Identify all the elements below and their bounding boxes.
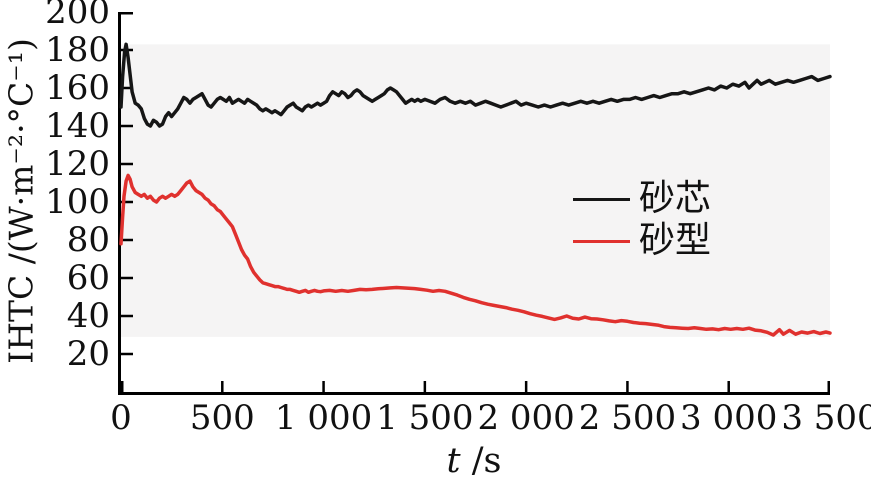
y-tick-label: 180 <box>45 30 110 70</box>
legend-line-icon <box>573 197 630 201</box>
series-line-0 <box>119 42 832 128</box>
y-tick-label: 80 <box>66 220 110 260</box>
x-axis-title: t /s <box>447 441 502 481</box>
x-axis-title-variable: t <box>446 441 461 481</box>
x-tick-label: 500 <box>189 398 255 438</box>
legend-label: 砂型 <box>639 220 712 261</box>
y-tick-label: 20 <box>66 334 110 374</box>
plot-background-band <box>121 44 830 337</box>
legend-item-0: 砂芯 <box>573 178 711 220</box>
x-tick-label: 1 000 <box>274 398 373 438</box>
legend: 砂芯 砂型 <box>573 178 711 262</box>
series-line-1 <box>119 173 832 337</box>
plot-area: 砂芯 砂型 <box>118 12 832 395</box>
x-tick-label: 2 000 <box>477 398 575 438</box>
y-tick-label: 160 <box>45 68 110 108</box>
x-axis-title-unit: /s <box>460 441 502 481</box>
x-tick-label: 3 500 <box>781 398 871 438</box>
y-tick-label: 200 <box>45 0 110 32</box>
x-tick-label: 2 500 <box>578 398 677 438</box>
y-tick-label: 140 <box>45 106 110 146</box>
y-tick-label: 100 <box>45 182 110 222</box>
y-tick-label: 120 <box>45 144 110 184</box>
y-tick-label: 40 <box>66 296 110 336</box>
x-tick-label: 0 <box>110 398 132 438</box>
legend-line-icon <box>573 239 630 243</box>
legend-item-1: 砂型 <box>573 220 711 262</box>
y-axis-title: IHTC /(W·m⁻²·°C⁻¹) <box>1 38 41 364</box>
x-tick-label: 3 000 <box>680 398 778 438</box>
y-tick-label: 60 <box>66 258 110 298</box>
x-tick-label: 1 500 <box>376 398 474 438</box>
plot-canvas <box>119 12 832 392</box>
legend-label: 砂芯 <box>639 178 712 219</box>
